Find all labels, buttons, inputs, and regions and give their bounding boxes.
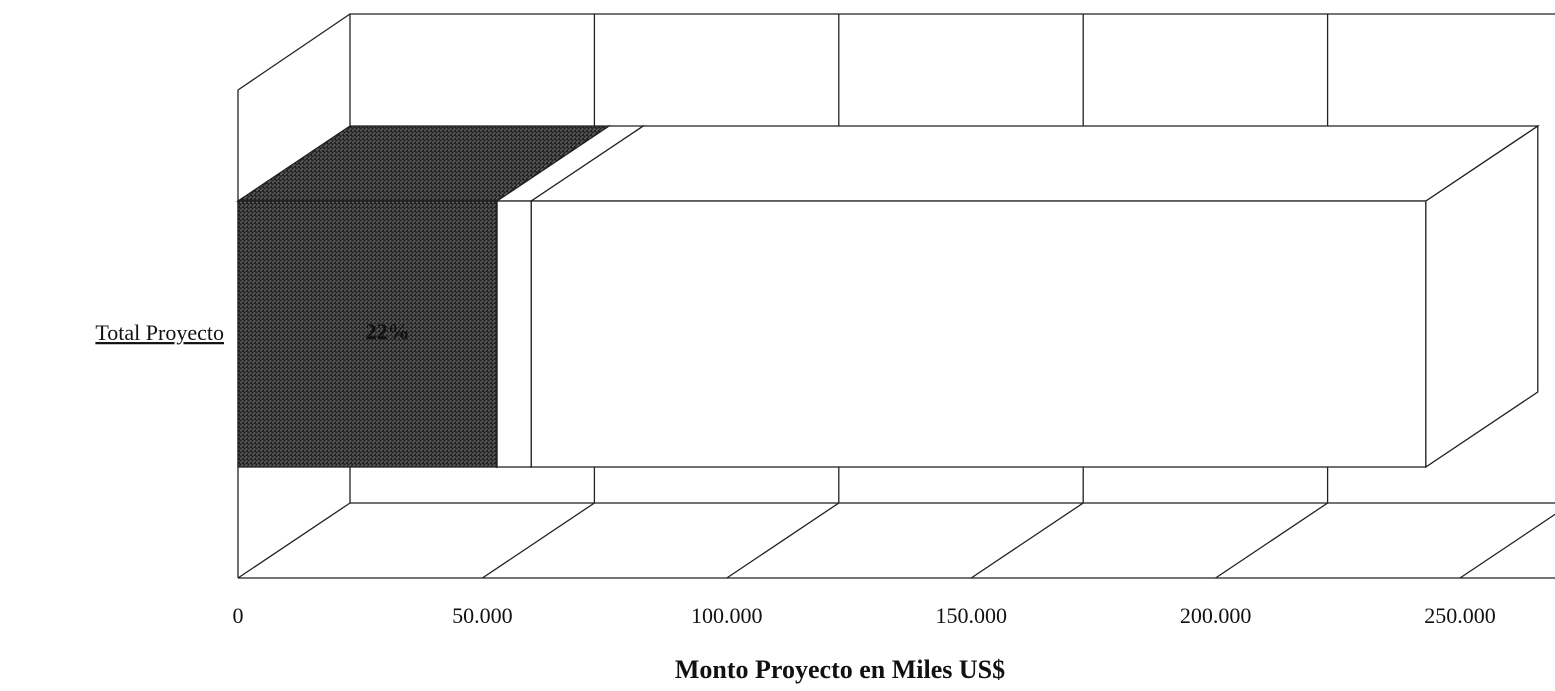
bar <box>496 200 532 468</box>
x-tick-label: 250.000 <box>1424 603 1496 628</box>
x-tick-label: 150.000 <box>935 603 1007 628</box>
data-label: 22% <box>366 319 410 344</box>
bar-top <box>529 125 1540 202</box>
category-label: Total Proyecto <box>95 320 224 345</box>
x-tick-label: 0 <box>233 603 244 628</box>
left-wall-edge <box>237 13 351 91</box>
bar <box>530 200 1427 468</box>
x-tick-label: 50.000 <box>452 603 513 628</box>
grid-line <box>1459 513 1555 579</box>
x-tick-label: 200.000 <box>1180 603 1252 628</box>
left-wall-edge <box>237 502 351 579</box>
x-axis-title: Monto Proyecto en Miles US$ <box>675 655 1005 684</box>
x-tick-label: 100.000 <box>691 603 763 628</box>
bar <box>237 200 498 468</box>
